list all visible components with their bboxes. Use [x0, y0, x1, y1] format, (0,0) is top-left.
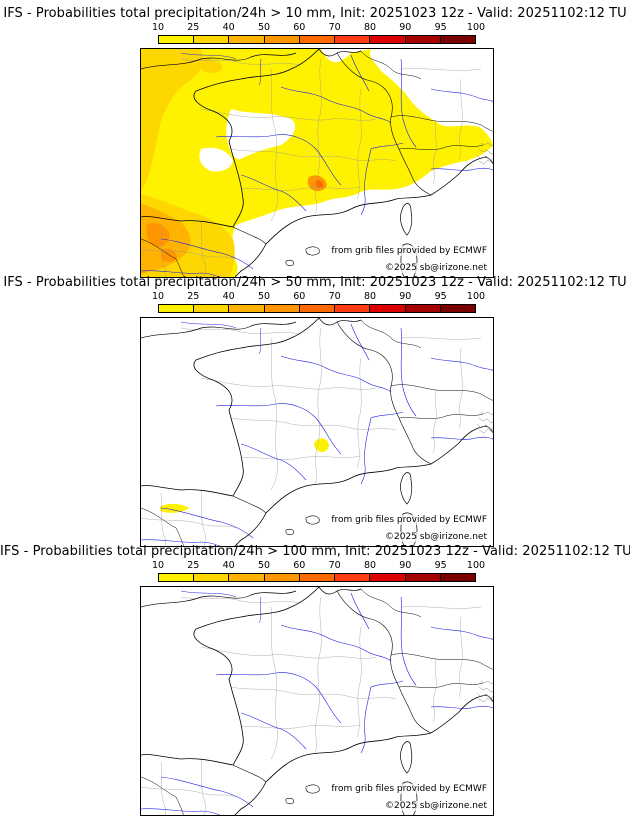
colorbar-segment: [335, 574, 371, 581]
colorbar-tick: 90: [399, 22, 412, 33]
map-panel-100mm: IFS - Probabilities total precipitation/…: [0, 544, 630, 818]
colorbar-segment: [194, 574, 230, 581]
colorbar-tick: 50: [257, 291, 271, 302]
colorbar-segment: [264, 36, 300, 43]
map-frame: from grib files provided by ECMWF ©2025 …: [140, 317, 494, 547]
colorbar-tick: 80: [363, 22, 377, 33]
colorbar-tick: 25: [187, 22, 200, 33]
colorbar-tick: 40: [222, 22, 235, 33]
colorbar: [158, 304, 476, 313]
map-frame: from grib files provided by ECMWF ©2025 …: [140, 586, 494, 816]
colorbar-segment: [440, 574, 475, 581]
colorbar-tick: 95: [434, 560, 447, 571]
panel-title: IFS - Probabilities total precipitation/…: [3, 6, 627, 21]
colorbar-tick: 10: [151, 291, 165, 302]
colorbar-segment: [405, 574, 441, 581]
colorbar-tick: 10: [151, 560, 165, 571]
map-panel-50mm: IFS - Probabilities total precipitation/…: [0, 275, 630, 549]
colorbar-tick: 40: [222, 560, 235, 571]
colorbar-tick: 60: [293, 560, 306, 571]
colorbar-tick: 25: [187, 291, 200, 302]
colorbar-segment: [370, 574, 406, 581]
colorbar-segment: [299, 305, 336, 312]
colorbar-segment: [264, 574, 300, 581]
colorbar-tick: 40: [222, 291, 235, 302]
colorbar-tick: 80: [363, 560, 377, 571]
colorbar-tick: 70: [328, 22, 341, 33]
colorbar-segment: [229, 305, 265, 312]
colorbar-tick: 100: [466, 22, 486, 33]
colorbar-segment: [335, 305, 371, 312]
colorbar-segment: [335, 36, 371, 43]
source-credit: from grib files provided by ECMWF: [331, 515, 487, 525]
panel-title: IFS - Probabilities total precipitation/…: [0, 544, 630, 559]
copyright-credit: ©2025 sb@irizone.net: [385, 801, 487, 811]
colorbar-tick: 60: [293, 291, 306, 302]
colorbar-segment: [299, 574, 336, 581]
colorbar-labels: 10 25 40 50 60 70 80 90 95 100: [152, 291, 485, 303]
colorbar-tick: 90: [399, 291, 412, 302]
colorbar: [158, 573, 476, 582]
colorbar-tick: 10: [151, 22, 165, 33]
colorbar-segment: [194, 305, 230, 312]
colorbar-tick: 100: [466, 560, 486, 571]
colorbar-labels: 10 25 40 50 60 70 80 90 95 100: [152, 560, 485, 572]
colorbar-segment: [370, 305, 406, 312]
colorbar-segment: [159, 36, 195, 43]
source-credit: from grib files provided by ECMWF: [331, 246, 487, 256]
colorbar-tick: 90: [399, 560, 412, 571]
panel-title: IFS - Probabilities total precipitation/…: [3, 275, 627, 290]
colorbar-segment: [405, 36, 441, 43]
colorbar-segment: [229, 36, 265, 43]
copyright-credit: ©2025 sb@irizone.net: [385, 263, 487, 273]
colorbar-tick: 50: [257, 560, 271, 571]
colorbar-segment: [299, 36, 336, 43]
colorbar-tick: 95: [434, 291, 447, 302]
colorbar-tick: 70: [328, 291, 341, 302]
colorbar-segment: [370, 36, 406, 43]
colorbar-tick: 50: [257, 22, 271, 33]
colorbar-tick: 70: [328, 560, 341, 571]
precip-area: [159, 438, 329, 513]
colorbar-segment: [159, 574, 195, 581]
colorbar-segment: [440, 305, 475, 312]
map-frame: from grib files provided by ECMWF ©2025 …: [140, 48, 494, 278]
colorbar-labels: 10 25 40 50 60 70 80 90 95 100: [152, 22, 485, 34]
colorbar-tick: 80: [363, 291, 377, 302]
colorbar-tick: 100: [466, 291, 486, 302]
precip-map: [141, 49, 493, 277]
colorbar-segment: [194, 36, 230, 43]
colorbar-segment: [159, 305, 195, 312]
copyright-credit: ©2025 sb@irizone.net: [385, 532, 487, 542]
precip-map: [141, 587, 493, 815]
colorbar-segment: [440, 36, 475, 43]
source-credit: from grib files provided by ECMWF: [331, 784, 487, 794]
precip-map: [141, 318, 493, 546]
colorbar-tick: 25: [187, 560, 200, 571]
colorbar-tick: 60: [293, 22, 306, 33]
colorbar-segment: [264, 305, 300, 312]
colorbar-segment: [405, 305, 441, 312]
colorbar-tick: 95: [434, 22, 447, 33]
colorbar: [158, 35, 476, 44]
map-panel-10mm: IFS - Probabilities total precipitation/…: [0, 6, 630, 280]
precip-area: [141, 49, 493, 277]
colorbar-segment: [229, 574, 265, 581]
